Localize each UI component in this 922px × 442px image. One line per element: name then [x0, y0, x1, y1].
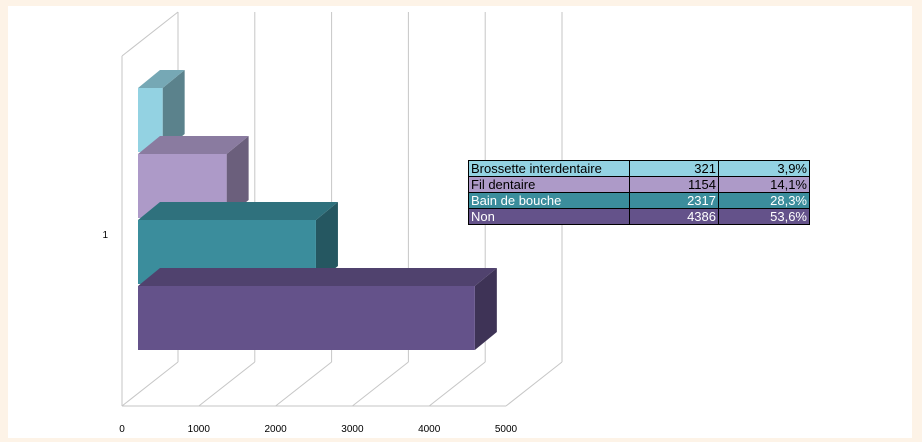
series-count: 321 [629, 160, 719, 177]
series-label: Brossette interdentaire [468, 160, 630, 177]
floor-gridline [428, 361, 486, 407]
floor-gridline [198, 361, 256, 407]
floor-gridline [121, 361, 179, 407]
bar-chart: 0 1000 2000 3000 4000 5000 1 [102, 11, 563, 435]
x-tick-label: 0 [119, 424, 125, 435]
bar-side [474, 268, 497, 350]
y-tick-label: 1 [102, 230, 108, 241]
bar-top [138, 202, 338, 220]
bar [138, 286, 475, 350]
bar-side [226, 136, 249, 218]
series-label: Bain de bouche [468, 192, 630, 209]
x-tick-label: 3000 [341, 424, 364, 435]
table-row: Non 4386 53,6% [468, 208, 810, 225]
floor-gridline [352, 361, 409, 407]
bar-side [315, 202, 338, 284]
series-label: Fil dentaire [468, 176, 630, 193]
floor-gridline [275, 361, 332, 407]
x-tick-label: 4000 [418, 424, 441, 435]
series-count: 1154 [629, 176, 719, 193]
x-tick-label: 5000 [495, 424, 518, 435]
series-percent: 53,6% [718, 208, 810, 225]
table-row: Brossette interdentaire 321 3,9% [468, 160, 810, 177]
table-row: Fil dentaire 1154 14,1% [468, 176, 810, 193]
axis-wall-top [121, 11, 179, 57]
floor-gridline [505, 361, 563, 407]
x-tick-label: 2000 [264, 424, 287, 435]
x-tick-label: 1000 [188, 424, 211, 435]
bar-side [162, 70, 185, 152]
series-percent: 3,9% [718, 160, 810, 177]
series-count: 4386 [629, 208, 719, 225]
series-label: Non [468, 208, 630, 225]
series-count: 2317 [629, 192, 719, 209]
bar-top [138, 136, 249, 154]
bar-top [138, 268, 497, 286]
series-percent: 14,1% [718, 176, 810, 193]
data-table: Brossette interdentaire 321 3,9% Fil dentai… [468, 160, 810, 225]
bar-top [138, 70, 185, 88]
series-percent: 28,3% [718, 192, 810, 209]
chart-frame: 0 1000 2000 3000 4000 5000 1 Brossette interde… [8, 6, 912, 438]
table-row: Bain de bouche 2317 28,3% [468, 192, 810, 209]
